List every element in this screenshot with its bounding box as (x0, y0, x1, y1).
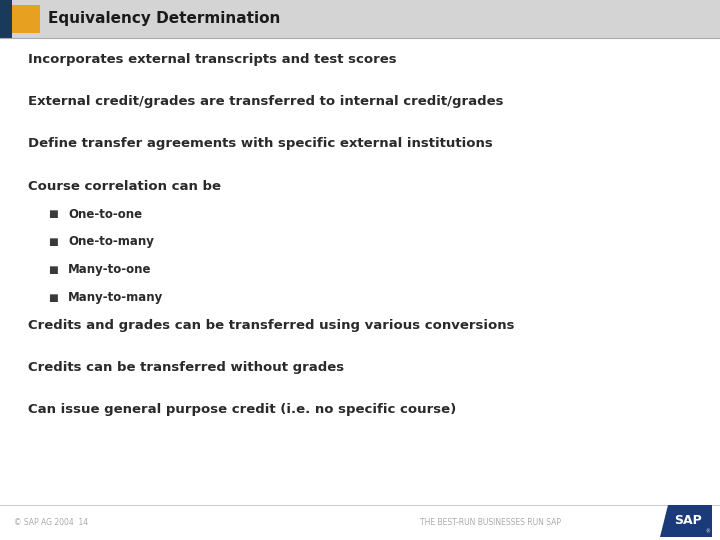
Text: ■: ■ (48, 293, 58, 303)
Polygon shape (660, 505, 712, 537)
Text: ®: ® (706, 529, 710, 534)
Text: SAP: SAP (674, 514, 702, 526)
Text: Credits and grades can be transferred using various conversions: Credits and grades can be transferred us… (28, 320, 515, 333)
Text: © SAP AG 2004  14: © SAP AG 2004 14 (14, 518, 88, 527)
Text: Define transfer agreements with specific external institutions: Define transfer agreements with specific… (28, 138, 492, 151)
Text: External credit/grades are transferred to internal credit/grades: External credit/grades are transferred t… (28, 96, 503, 109)
Text: Can issue general purpose credit (i.e. no specific course): Can issue general purpose credit (i.e. n… (28, 403, 456, 416)
Text: Equivalency Determination: Equivalency Determination (48, 11, 280, 26)
Text: ■: ■ (48, 237, 58, 247)
Text: One-to-many: One-to-many (68, 235, 154, 248)
Text: Incorporates external transcripts and test scores: Incorporates external transcripts and te… (28, 53, 397, 66)
Text: Credits can be transferred without grades: Credits can be transferred without grade… (28, 361, 344, 375)
Text: Many-to-one: Many-to-one (68, 264, 151, 276)
Text: ■: ■ (48, 265, 58, 275)
Text: ■: ■ (48, 209, 58, 219)
Text: THE BEST-RUN BUSINESSES RUN SAP: THE BEST-RUN BUSINESSES RUN SAP (420, 518, 561, 527)
Bar (0, 0, 12, 38)
Text: Course correlation can be: Course correlation can be (28, 179, 221, 192)
Bar (0, 0, 720, 38)
Text: One-to-one: One-to-one (68, 207, 142, 220)
Text: Many-to-many: Many-to-many (68, 292, 163, 305)
Bar (12, 5, 40, 33)
